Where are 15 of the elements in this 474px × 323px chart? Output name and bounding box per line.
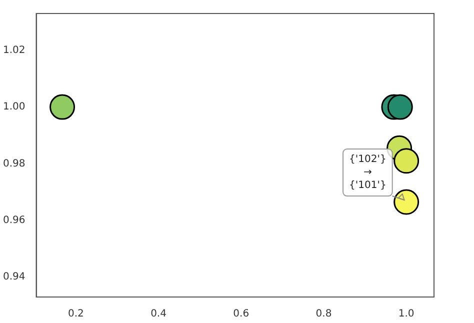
x-tick-label: 0.2 <box>68 308 84 320</box>
y-tick-label: 0.96 <box>3 215 26 226</box>
annotation: {'102'} → {'101'} <box>349 154 386 192</box>
point <box>394 148 420 174</box>
y-tick-label: 1.02 <box>3 44 26 56</box>
y-tick-label: 0.98 <box>3 158 26 170</box>
point <box>394 189 420 215</box>
point <box>50 94 76 120</box>
y-tick-label: 0.94 <box>3 272 26 283</box>
x-tick-label: 1.0 <box>398 308 414 320</box>
x-tick-label: 0.6 <box>233 308 250 320</box>
x-tick-label: 0.4 <box>150 308 166 320</box>
point <box>387 94 413 120</box>
y-tick-label: 1.00 <box>3 102 26 113</box>
x-tick-label: 0.8 <box>316 308 332 320</box>
